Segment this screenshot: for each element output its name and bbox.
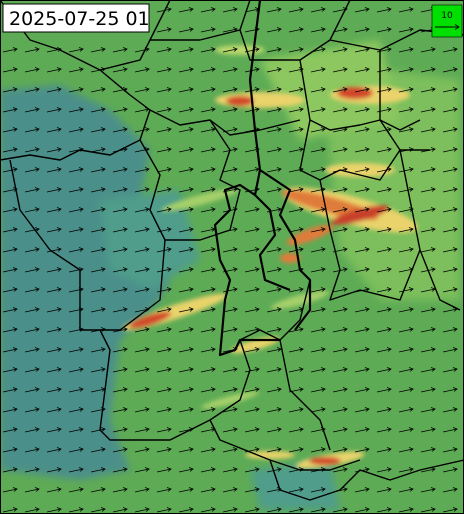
legend-arrow bbox=[435, 24, 460, 30]
timestamp: 2025-07-25 01 bbox=[9, 8, 150, 30]
timestamp-background bbox=[2, 3, 150, 33]
timestamp-box: 2025-07-25 01 bbox=[2, 3, 150, 33]
legend: 10 bbox=[431, 4, 463, 38]
legend-label: 10 bbox=[441, 11, 453, 21]
legend-background bbox=[431, 4, 463, 38]
